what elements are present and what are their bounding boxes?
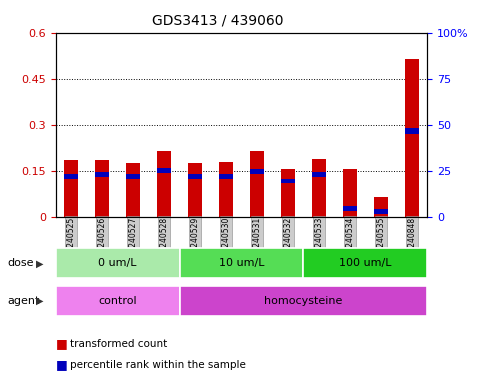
Bar: [180, 286, 427, 316]
Text: GSM240528: GSM240528: [159, 217, 169, 263]
Bar: [180, 248, 303, 278]
Bar: [250, 169, 264, 174]
Text: GSM240529: GSM240529: [190, 217, 199, 263]
Bar: [303, 248, 427, 278]
Bar: [56, 286, 180, 316]
Bar: [56, 248, 180, 278]
Bar: [188, 174, 202, 179]
Text: control: control: [98, 296, 137, 306]
Bar: [188, 163, 202, 217]
Bar: [157, 151, 171, 217]
Bar: [219, 162, 233, 217]
Text: 10 um/L: 10 um/L: [219, 258, 264, 268]
Bar: [157, 169, 171, 173]
Bar: [343, 169, 357, 217]
Bar: [312, 159, 326, 217]
Text: GSM240531: GSM240531: [253, 217, 261, 263]
Text: transformed count: transformed count: [70, 339, 167, 349]
Text: GSM240532: GSM240532: [284, 217, 293, 263]
Bar: [64, 174, 78, 179]
Text: homocysteine: homocysteine: [264, 296, 342, 306]
Text: GSM240535: GSM240535: [376, 217, 385, 263]
Bar: [95, 172, 109, 177]
Text: ▶: ▶: [36, 258, 43, 268]
Text: 100 um/L: 100 um/L: [339, 258, 392, 268]
Text: ■: ■: [56, 337, 67, 350]
Text: GSM240848: GSM240848: [408, 217, 416, 263]
Bar: [250, 151, 264, 217]
Bar: [126, 174, 140, 179]
Text: percentile rank within the sample: percentile rank within the sample: [70, 360, 246, 370]
Bar: [405, 128, 419, 134]
Text: GDS3413 / 439060: GDS3413 / 439060: [152, 13, 283, 27]
Text: GSM240533: GSM240533: [314, 217, 324, 263]
Text: GSM240527: GSM240527: [128, 217, 138, 263]
Bar: [281, 179, 295, 183]
Bar: [343, 206, 357, 211]
Text: ■: ■: [56, 358, 67, 371]
Text: agent: agent: [7, 296, 40, 306]
Text: GSM240530: GSM240530: [222, 217, 230, 263]
Text: 0 um/L: 0 um/L: [98, 258, 137, 268]
Text: GSM240525: GSM240525: [67, 217, 75, 263]
Bar: [95, 160, 109, 217]
Bar: [281, 169, 295, 217]
Bar: [374, 209, 388, 214]
Text: dose: dose: [7, 258, 34, 268]
Bar: [219, 174, 233, 179]
Bar: [126, 163, 140, 217]
Bar: [374, 197, 388, 217]
Text: ▶: ▶: [36, 296, 43, 306]
Bar: [64, 160, 78, 217]
Bar: [312, 172, 326, 177]
Text: GSM240534: GSM240534: [345, 217, 355, 263]
Text: GSM240526: GSM240526: [98, 217, 107, 263]
Bar: [405, 59, 419, 217]
